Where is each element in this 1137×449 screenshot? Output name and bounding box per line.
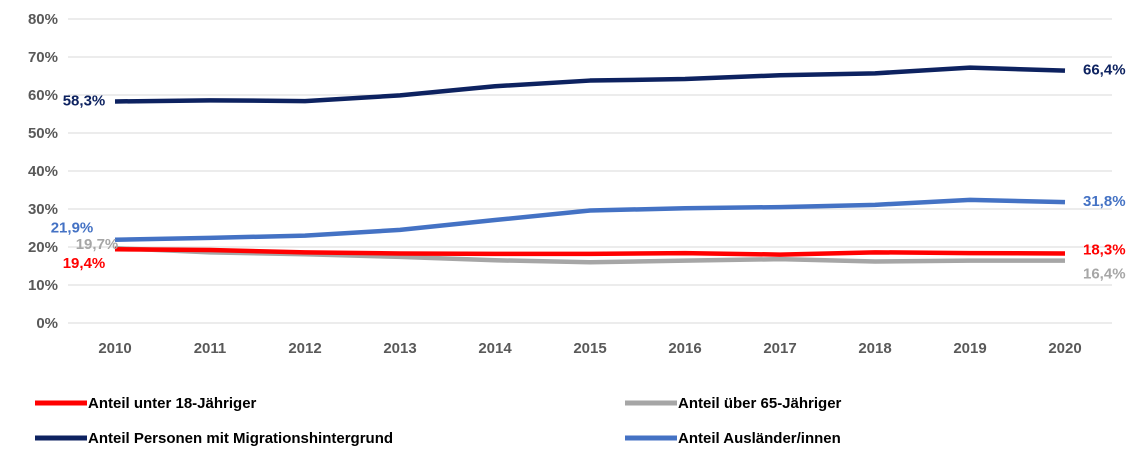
x-tick-label: 2020 xyxy=(1048,340,1081,357)
legend-label: Anteil unter 18-Jähriger xyxy=(88,395,257,412)
legend-label: Anteil Ausländer/innen xyxy=(678,430,841,447)
x-tick-label: 2012 xyxy=(288,340,321,357)
data-label: 58,3% xyxy=(63,92,106,109)
y-tick-label: 40% xyxy=(28,163,58,180)
y-tick-label: 20% xyxy=(28,239,58,256)
legend-label: Anteil Personen mit Migrationshintergrun… xyxy=(88,430,393,447)
y-tick-label: 70% xyxy=(28,49,58,66)
x-tick-label: 2017 xyxy=(763,340,796,357)
x-tick-label: 2011 xyxy=(194,340,227,357)
y-tick-label: 10% xyxy=(28,277,58,294)
line-series xyxy=(114,197,1066,243)
x-tick-label: 2014 xyxy=(478,340,512,357)
data-label: 31,8% xyxy=(1083,193,1126,210)
x-tick-label: 2016 xyxy=(668,340,701,357)
y-tick-label: 0% xyxy=(36,315,58,332)
line-series xyxy=(114,247,1066,257)
y-tick-label: 60% xyxy=(28,87,58,104)
x-tick-label: 2019 xyxy=(953,340,986,357)
data-label: 18,3% xyxy=(1083,241,1126,258)
data-label: 19,4% xyxy=(63,255,106,272)
data-label: 16,4% xyxy=(1083,266,1126,283)
line-series xyxy=(114,65,1066,104)
x-tick-label: 2018 xyxy=(858,340,891,357)
x-tick-label: 2015 xyxy=(573,340,606,357)
legend-label: Anteil über 65-Jähriger xyxy=(678,395,842,412)
data-label: 21,9% xyxy=(51,220,94,237)
data-label: 19,7% xyxy=(76,236,119,253)
data-label: 66,4% xyxy=(1083,62,1126,79)
x-tick-label: 2013 xyxy=(383,340,416,357)
y-tick-label: 50% xyxy=(28,125,58,142)
x-tick-label: 2010 xyxy=(98,340,131,357)
y-tick-label: 80% xyxy=(28,11,58,28)
y-tick-label: 30% xyxy=(28,201,58,218)
